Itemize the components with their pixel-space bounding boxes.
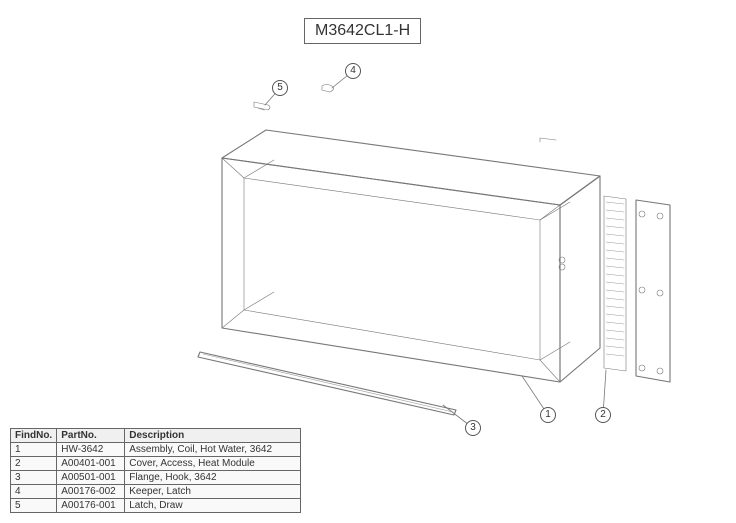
callout-bubble-3: 3: [465, 420, 481, 436]
table-row: 2A00401-001Cover, Access, Heat Module: [11, 457, 301, 471]
table-cell: A00176-002: [57, 485, 125, 499]
table-cell: A00501-001: [57, 471, 125, 485]
table-row: 5A00176-001Latch, Draw: [11, 499, 301, 513]
table-cell: Flange, Hook, 3642: [125, 471, 301, 485]
table-cell: Keeper, Latch: [125, 485, 301, 499]
parts-table: FindNo.PartNo.Description 1HW-3642Assemb…: [10, 428, 301, 513]
table-cell: 2: [11, 457, 57, 471]
table-row: 4A00176-002Keeper, Latch: [11, 485, 301, 499]
table-cell: HW-3642: [57, 443, 125, 457]
table-cell: 1: [11, 443, 57, 457]
col-header: FindNo.: [11, 429, 57, 443]
table-row: 1HW-3642Assembly, Coil, Hot Water, 3642: [11, 443, 301, 457]
callout-bubble-1: 1: [540, 407, 556, 423]
callout-bubble-4: 4: [345, 63, 361, 79]
callout-bubble-5: 5: [272, 80, 288, 96]
table-cell: A00176-001: [57, 499, 125, 513]
table-row: 3A00501-001Flange, Hook, 3642: [11, 471, 301, 485]
table-header-row: FindNo.PartNo.Description: [11, 429, 301, 443]
table-cell: A00401-001: [57, 457, 125, 471]
table-cell: 4: [11, 485, 57, 499]
table-cell: Latch, Draw: [125, 499, 301, 513]
table-cell: Assembly, Coil, Hot Water, 3642: [125, 443, 301, 457]
table-cell: 5: [11, 499, 57, 513]
callout-bubble-2: 2: [595, 407, 611, 423]
col-header: Description: [125, 429, 301, 443]
model-title: M3642CL1-H: [304, 18, 421, 44]
table-cell: 3: [11, 471, 57, 485]
col-header: PartNo.: [57, 429, 125, 443]
table-cell: Cover, Access, Heat Module: [125, 457, 301, 471]
